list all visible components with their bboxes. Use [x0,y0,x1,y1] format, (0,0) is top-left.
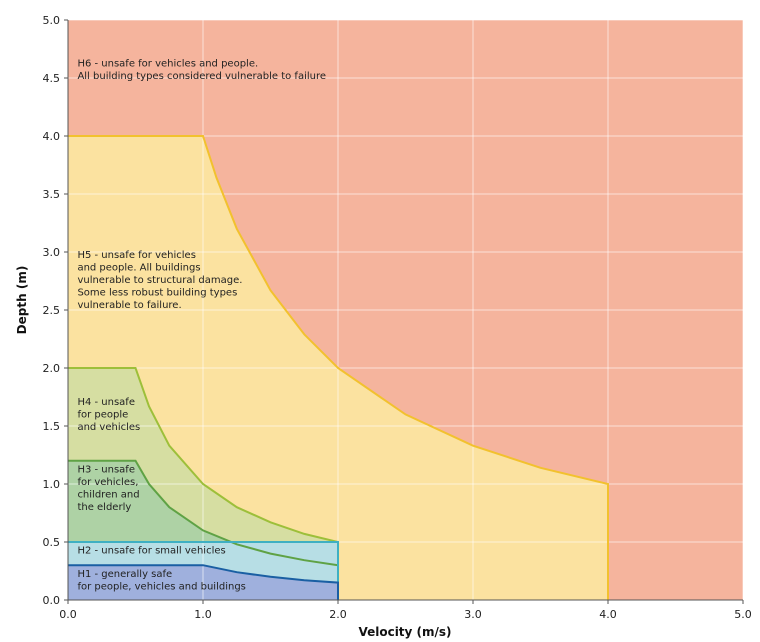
zone-label-line: H2 - unsafe for small vehicles [77,546,225,557]
zone-h1-boundary [68,564,339,600]
zone-label-line: the elderly [77,502,131,513]
zone-label-line: H3 - unsafe [77,464,135,475]
zone-label-line: H4 - unsafe [77,397,135,408]
y-tick-label: 4.5 [43,72,61,85]
zone-label-line: and vehicles [77,422,140,433]
zone-label-line: All building types considered vulnerable… [77,71,326,82]
zone-outlines [68,135,609,600]
zone-h1-label: H1 - generally safe for people, vehicles … [77,569,245,593]
zone-label-line: and people. All buildings [77,262,200,273]
y-tick-label: 2.0 [43,362,61,375]
x-tick-label: 1.0 [194,608,212,621]
zone-h6-label: H6 - unsafe for vehicles and people. All … [77,58,326,82]
zone-h5-label: H5 - unsafe for vehicles and people. All … [77,250,242,311]
zone-h4-label: H4 - unsafe for people and vehicles [77,397,140,433]
zone-label-line: for vehicles, [77,477,138,488]
x-tick-label: 0.0 [59,608,77,621]
y-tick-label: 3.0 [43,246,61,259]
zone-h4-boundary [68,367,339,600]
zone-label-line: for people, vehicles and buildings [77,581,245,592]
zone-label-line: Some less robust building types [77,287,237,298]
zone-label-line: H1 - generally safe [77,569,172,580]
zone-label-line: children and [77,489,139,500]
zone-label-line: for people [77,410,128,421]
x-axis-title: Velocity (m/s) [358,625,451,639]
y-tick-label: 5.0 [43,14,61,27]
zone-label-line: vulnerable to structural damage. [77,275,242,286]
y-tick-label: 0.5 [43,536,61,549]
x-tick-label: 5.0 [734,608,752,621]
y-tick-label: 3.5 [43,188,61,201]
zone-h2-boundary [68,541,339,600]
zone-h2-label: H2 - unsafe for small vehicles [77,546,225,557]
zone-h3-label: H3 - unsafe for vehicles, children and the … [77,464,139,513]
zone-label-line: H6 - unsafe for vehicles and people. [77,58,258,69]
x-tick-label: 2.0 [329,608,347,621]
y-tick-label: 1.0 [43,478,61,491]
tick-labels: 0.0 1.0 2.0 3.0 4.0 5.0 0.0 0.5 1.0 1.5 2.0 2.5 3.0 3… [43,14,752,621]
zone-label-line: H5 - unsafe for vehicles [77,250,195,261]
zone-labels: H6 - unsafe for vehicles and people. All … [77,58,326,592]
y-tick-label: 2.5 [43,304,61,317]
x-tick-label: 4.0 [599,608,617,621]
zone-h5-boundary [68,135,609,600]
y-tick-label: 4.0 [43,130,61,143]
x-tick-label: 3.0 [464,608,482,621]
axes [64,19,744,604]
y-tick-label: 1.5 [43,420,61,433]
y-tick-label: 0.0 [43,594,61,607]
zone-label-line: vulnerable to failure. [77,300,181,311]
y-axis-title: Depth (m) [15,266,29,335]
zone-h3-boundary [68,459,339,600]
